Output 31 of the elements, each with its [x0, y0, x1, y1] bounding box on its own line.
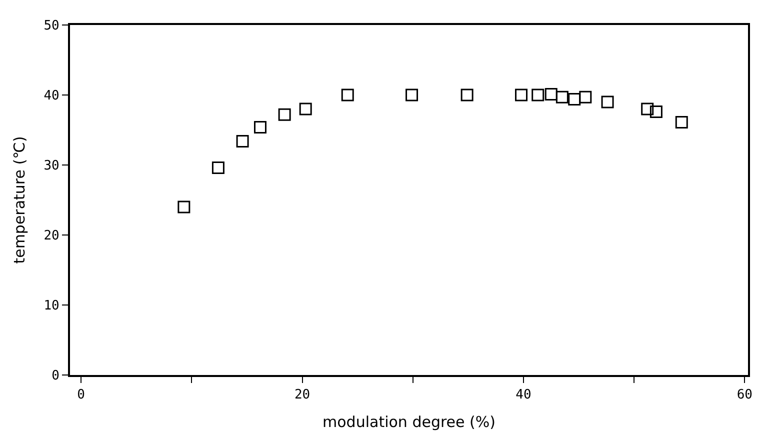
point — [568, 92, 581, 106]
x-tick-label: 40 — [516, 388, 532, 403]
point — [601, 96, 614, 108]
point — [278, 108, 291, 121]
x-tick-label: 60 — [736, 388, 753, 403]
point — [406, 88, 418, 102]
y-axis-title: temperature (℃) — [10, 136, 28, 264]
x-tick-label: 20 — [294, 388, 310, 403]
y-tick-label: 10 — [44, 298, 60, 314]
y-tick-label: 30 — [44, 158, 60, 174]
point — [556, 90, 568, 104]
y-tick-label: 0 — [52, 368, 60, 384]
point — [254, 120, 266, 134]
point — [460, 88, 474, 102]
point — [236, 134, 249, 148]
y-tick-label: 40 — [44, 88, 60, 104]
point — [515, 88, 528, 102]
point — [579, 90, 592, 104]
y-tick-label: 20 — [44, 228, 60, 244]
point — [641, 102, 654, 116]
point — [212, 162, 224, 174]
point — [544, 88, 558, 101]
x-tick-label: 0 — [77, 388, 85, 403]
point — [675, 116, 688, 129]
point — [532, 88, 544, 102]
point — [341, 88, 354, 102]
point — [650, 106, 662, 118]
point — [299, 102, 312, 116]
x-axis-title: modulation degree (%) — [322, 413, 496, 432]
point — [178, 200, 190, 214]
y-tick-label: 50 — [44, 18, 60, 34]
